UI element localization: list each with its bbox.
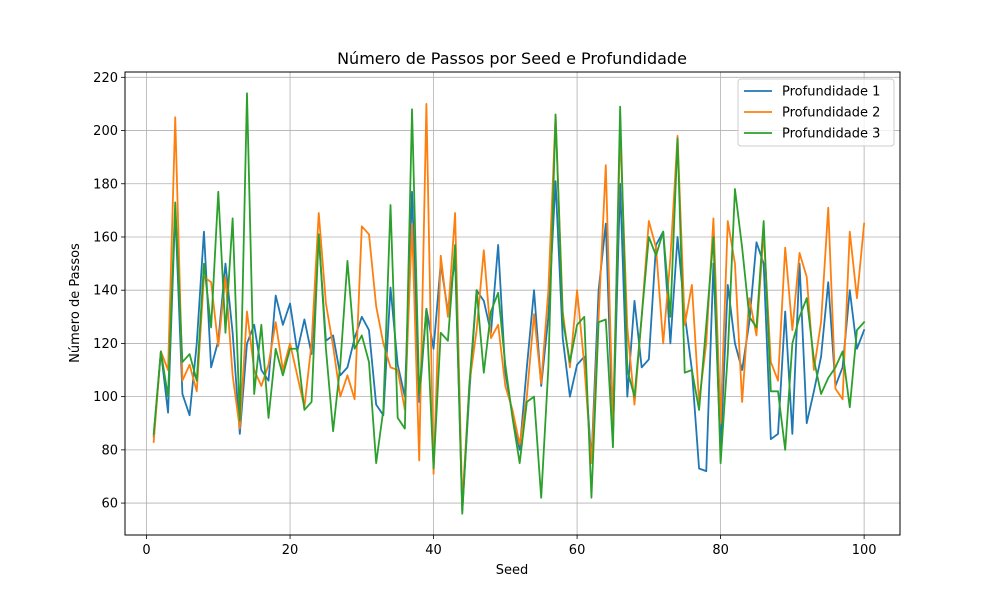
plot-frame: [124, 71, 901, 536]
chart-title: Número de Passos por Seed e Profundidade: [337, 49, 687, 68]
y-tick-label: 60: [101, 497, 118, 512]
legend-label-2: Profundidade 2: [782, 106, 880, 121]
y-tick-label: 80: [101, 443, 118, 458]
x-tick-label: 0: [142, 543, 150, 558]
x-tick-label: 100: [852, 543, 877, 558]
legend-label-1: Profundidade 1: [782, 85, 880, 100]
legend-box: [737, 78, 895, 147]
y-tick-label: 180: [93, 177, 118, 192]
series-layer: [152, 92, 866, 515]
y-axis-label: Número de Passos: [68, 243, 83, 363]
y-axis: 60 80 100 120 140 160 180 200 220: [93, 71, 125, 512]
legend-label-3: Profundidade 3: [782, 127, 880, 142]
legend: Profundidade 1 Profundidade 2 Profundidade…: [737, 78, 895, 147]
y-tick-label: 100: [93, 390, 118, 405]
y-tick-label: 160: [93, 230, 118, 245]
x-tick-label: 20: [282, 543, 299, 558]
x-tick-label: 80: [712, 543, 729, 558]
series-line-3: [152, 92, 866, 515]
y-tick-label: 200: [93, 124, 118, 139]
y-tick-label: 140: [93, 284, 118, 299]
x-tick-label: 40: [425, 543, 442, 558]
x-axis: 0 20 40 60 80 100: [142, 535, 877, 558]
x-tick-label: 60: [569, 543, 586, 558]
y-tick-label: 220: [93, 71, 118, 86]
grid: [125, 72, 900, 535]
x-axis-label: Seed: [496, 563, 529, 578]
y-tick-label: 120: [93, 337, 118, 352]
